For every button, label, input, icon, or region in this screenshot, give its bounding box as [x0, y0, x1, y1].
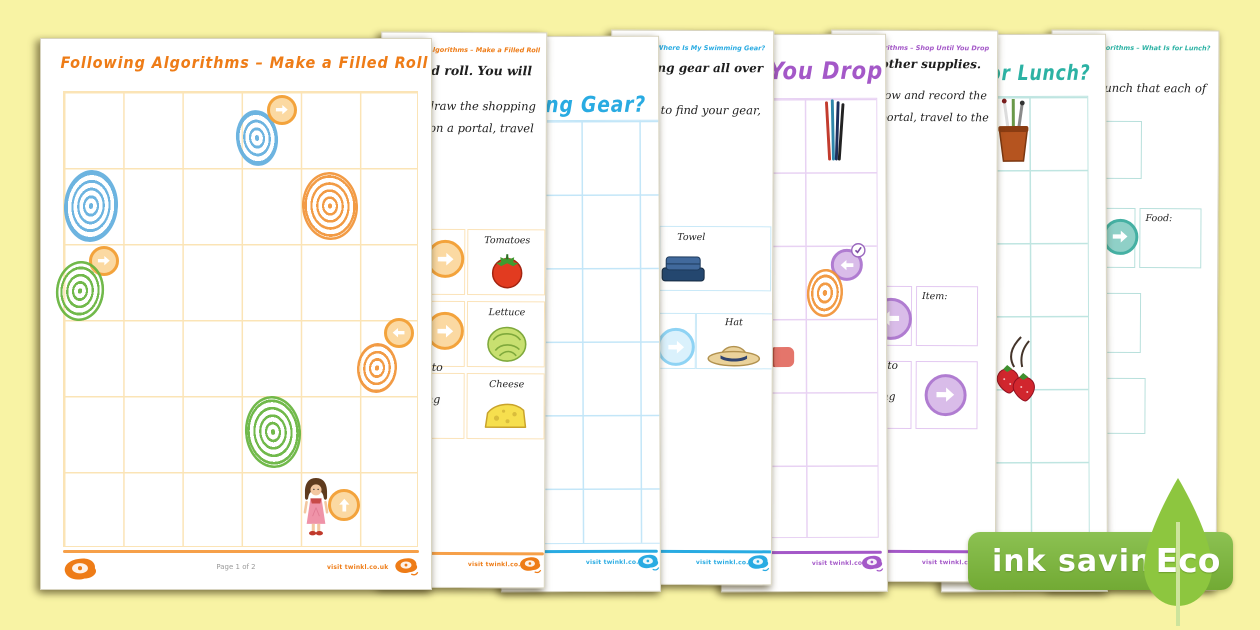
worksheet-page-5: Shop Until You Drop visit twinkl.co.uk: [719, 33, 888, 593]
instruction-line: to find your gear,: [660, 102, 761, 118]
right-arrow-icon: [426, 239, 465, 279]
logo-glyph: [395, 558, 419, 576]
left-arrow-icon: [830, 248, 863, 281]
arrow-glyph: [668, 340, 684, 354]
arrow-glyph: [392, 328, 405, 338]
twinkl-logo: [746, 553, 770, 573]
instruction-line: on a portal, travel: [429, 120, 534, 136]
up-arrow-icon: [328, 489, 360, 521]
item-label: Cheese: [489, 379, 525, 391]
site-link-label: visit twinkl.co.uk: [327, 564, 389, 571]
item-label: Lettuce: [488, 307, 526, 319]
worksheet-page-4: Where Is My Swimming Gear? ming gear all…: [608, 29, 775, 586]
instruction-line: low and record the: [881, 88, 987, 103]
instruction-line: lunch that each of: [1100, 80, 1207, 96]
instruction-line: portal, travel to the: [879, 110, 989, 125]
logo-glyph: [520, 557, 542, 574]
worksheet-page-2: Following Algorithms – Make a Filled Rol…: [378, 31, 548, 589]
page-title: Following Algorithms – Make a Filled Rol…: [60, 53, 429, 72]
arrow-glyph: [276, 105, 289, 115]
right-arrow-icon: [425, 311, 464, 351]
right-arrow-icon: [924, 374, 967, 417]
girl-character: [299, 475, 333, 537]
eco-leaf-icon: [1138, 476, 1218, 628]
item-label: Item:: [922, 291, 948, 303]
tomato-icon: [487, 249, 527, 291]
arrow-glyph: [98, 256, 111, 266]
cheese-icon: [482, 395, 528, 433]
logo-glyph: [748, 555, 770, 572]
right-arrow-icon: [656, 327, 695, 367]
strawberries-icon: [991, 333, 1039, 403]
arrow-glyph: [437, 324, 453, 338]
item-label: Towel: [677, 231, 706, 244]
twinkl-logo: [61, 557, 99, 585]
eco-label: Eco: [1155, 541, 1221, 580]
activity-grid: [63, 91, 418, 547]
logo-glyph: [64, 558, 97, 580]
instruction-line: d draw the shopping: [415, 98, 536, 114]
worksheet-page-8: Following Algorithms – What Is for Lunch…: [1048, 29, 1220, 591]
marker-pens-icon: [820, 99, 846, 163]
lettuce-icon: [485, 321, 529, 363]
paintbrush-pot-icon: [992, 97, 1034, 165]
item-label: Food:: [1145, 213, 1173, 225]
arrow-glyph: [338, 498, 350, 512]
item-label: Hat: [725, 317, 743, 329]
pencil-item-icon: [769, 347, 795, 368]
page-header-small: Where Is My Swimming Gear?: [656, 43, 766, 53]
arrow-glyph: [1113, 231, 1128, 243]
twinkl-logo: [518, 555, 542, 575]
twinkl-logo: [860, 554, 884, 574]
girl-illustration: [303, 477, 329, 536]
page-number-label: Page 1 of 2: [216, 563, 256, 571]
arrow-glyph: [437, 252, 454, 266]
right-arrow-icon: [267, 95, 297, 125]
towel-icon: [659, 251, 707, 285]
arrow-glyph: [840, 259, 854, 270]
arrow-glyph: [936, 388, 955, 403]
ink-saving-label: ink saving: [992, 543, 1175, 579]
twinkl-logo: [393, 556, 419, 578]
worksheet-page-3: Where Is My Swimming Gear? visit twinkl.…: [499, 35, 661, 593]
check-badge-icon: [851, 243, 866, 258]
twinkl-logo: [636, 553, 660, 573]
logo-glyph: [862, 555, 884, 572]
logo-glyph: [638, 554, 660, 571]
right-arrow-icon: [1102, 218, 1139, 256]
hat-icon: [705, 331, 763, 367]
item-label: Tomatoes: [484, 235, 531, 247]
left-arrow-icon: [384, 318, 414, 348]
worksheet-page-1: Following Algorithms – Make a Filled Rol…: [40, 38, 432, 590]
footer-divider: [63, 550, 419, 553]
worksheet-page-7: What Is for Lunch?: [939, 33, 1108, 593]
